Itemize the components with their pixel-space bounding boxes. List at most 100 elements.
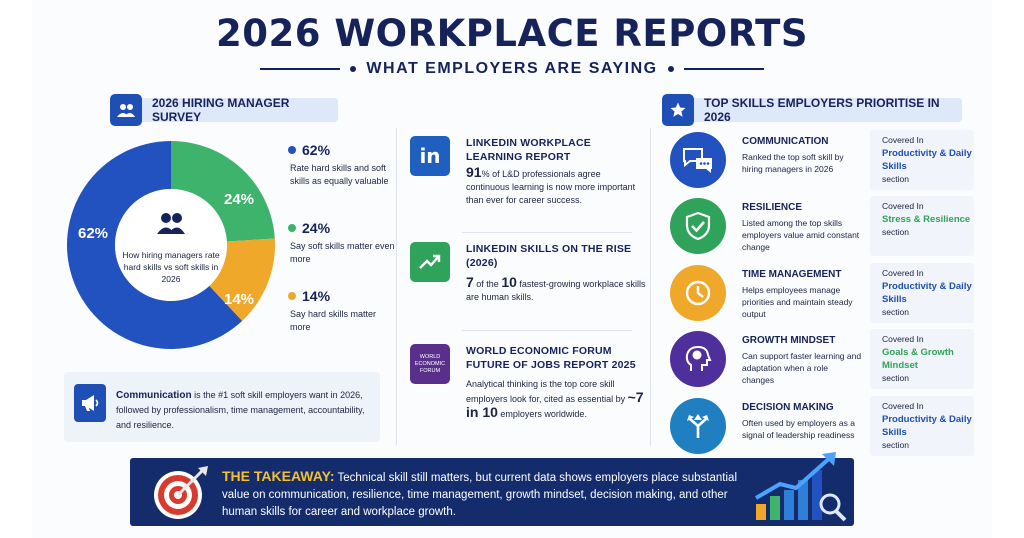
donut-svg	[67, 141, 275, 349]
section-suffix: section	[882, 227, 909, 237]
page-title: 2026 WORKPLACE REPORTS	[216, 12, 808, 55]
communication-note-text: Communication is the #1 soft skill emplo…	[116, 388, 374, 433]
divider	[260, 68, 341, 70]
wef-logo-text: WORLD ECONOMIC FORUM	[414, 353, 446, 374]
chat-bubbles-icon	[670, 132, 726, 188]
skill-name: DECISION MAKING	[742, 402, 834, 413]
skill-decision-making: DECISION MAKING Often used by employers …	[670, 396, 974, 456]
report-wef: WORLD ECONOMIC FORUM WORLD ECONOMIC FORU…	[410, 344, 644, 434]
clock-icon	[670, 265, 726, 321]
skill-name: GROWTH MINDSET	[742, 335, 836, 346]
donut-slice	[209, 238, 275, 321]
divider-dot	[350, 66, 357, 72]
survey-pill-label: 2026 HIRING MANAGER SURVEY	[152, 96, 290, 124]
divider	[462, 330, 632, 331]
legend-bullet	[288, 146, 296, 154]
section-suffix: section	[882, 307, 909, 317]
note-body: is the #1 soft skill employers want in 2…	[116, 390, 365, 430]
skill-section-card: Covered In Stress & Resilience section	[870, 196, 974, 256]
skill-section-card: Covered In Goals & Growth Mindset sectio…	[870, 329, 974, 389]
report-text: employers worldwide.	[497, 409, 587, 419]
report-stat: 7	[466, 274, 474, 290]
growth-chart-icon	[750, 450, 850, 529]
report-text: of the	[473, 279, 502, 289]
skill-name: COMMUNICATION	[742, 136, 829, 147]
report-linkedin-skills: LINKEDIN SKILLS ON THE RISE (2026) 7 of …	[410, 242, 645, 322]
report-stat: 91	[466, 164, 482, 180]
report-title: LINKEDIN WORKPLACE LEARNING REPORT	[466, 137, 591, 163]
report-body: Analytical thinking is the top core skil…	[466, 378, 646, 421]
brain-head-icon	[670, 331, 726, 387]
skill-section-card: Covered In Productivity & Daily Skills s…	[870, 396, 974, 456]
skill-desc: Can support faster learning and adaptati…	[742, 351, 862, 385]
divider	[462, 232, 632, 233]
communication-note: Communication is the #1 soft skill emplo…	[64, 372, 380, 442]
skill-time-management: TIME MANAGEMENT Helps employees manage p…	[670, 263, 974, 323]
linkedin-logo-icon: in	[410, 136, 450, 176]
skill-desc: Often used by employers as a signal of l…	[742, 418, 855, 440]
star-icon	[662, 94, 694, 126]
people-icon	[156, 211, 186, 240]
takeaway-text: THE TAKEAWAY: Technical skill still matt…	[222, 468, 742, 521]
target-icon	[148, 464, 212, 527]
legend-text: Say soft skills matter even more	[290, 241, 395, 264]
covered-label: Covered In	[882, 334, 924, 344]
report-text: % of L&D professionals agree continuous …	[466, 169, 636, 205]
skill-communication: COMMUNICATION Ranked the top soft skill …	[670, 130, 974, 190]
skill-section-card: Covered In Productivity & Daily Skills s…	[870, 130, 974, 190]
donut-center-text: How hiring managers rate hard skills vs …	[122, 250, 220, 284]
infographic: 2026 WORKPLACE REPORTS WHAT EMPLOYERS AR…	[32, 0, 992, 538]
report-body: 7 of the 10 fastest-growing workplace sk…	[466, 274, 646, 304]
column-divider	[396, 128, 397, 446]
report-body: 91% of L&D professionals agree continuou…	[466, 164, 646, 207]
report-title: WORLD ECONOMIC FORUM FUTURE OF JOBS REPO…	[466, 345, 636, 371]
skill-desc: Listed among the top skills employers va…	[742, 218, 860, 252]
slice-label: 62%	[78, 225, 109, 242]
trend-up-icon	[410, 242, 450, 282]
report-text: fastest-growing workplace skills are hum…	[466, 279, 646, 302]
skill-name: RESILIENCE	[742, 202, 803, 213]
section-suffix: section	[882, 174, 909, 184]
skills-pill: TOP SKILLS EMPLOYERS PRIORITISE IN 2026	[662, 94, 962, 126]
donut-slice	[171, 141, 275, 242]
split-arrows-icon	[670, 398, 726, 454]
survey-pill: 2026 HIRING MANAGER SURVEY	[110, 94, 338, 126]
legend-bullet	[288, 224, 296, 232]
divider-dot	[667, 66, 674, 72]
skill-desc: Helps employees manage priorities and ma…	[742, 285, 853, 319]
skill-section-card: Covered In Productivity & Daily Skills s…	[870, 263, 974, 323]
section-name: Productivity & Daily Skills	[882, 148, 972, 172]
report-stat: ~7 in 10	[466, 389, 644, 420]
column-divider	[650, 128, 651, 446]
report-linkedin-learning: in LINKEDIN WORKPLACE LEARNING REPORT 91…	[410, 136, 642, 226]
skill-resilience: RESILIENCE Listed among the top skills e…	[670, 196, 974, 256]
skill-growth-mindset: GROWTH MINDSET Can support faster learni…	[670, 329, 974, 389]
wef-logo-icon: WORLD ECONOMIC FORUM	[410, 344, 450, 384]
slice-label: 24%	[224, 191, 255, 208]
note-bold: Communication	[116, 390, 192, 401]
legend-item: 14% Say hard skills matter more	[288, 288, 398, 334]
takeaway-banner: THE TAKEAWAY: Technical skill still matt…	[130, 452, 854, 527]
report-stat: 10	[501, 274, 517, 290]
donut-slice	[67, 141, 243, 349]
covered-label: Covered In	[882, 268, 924, 278]
report-text: Analytical thinking is the top core skil…	[466, 379, 628, 404]
legend-bullet	[288, 292, 296, 300]
survey-donut-chart: How hiring managers rate hard skills vs …	[66, 133, 276, 358]
people-icon	[110, 94, 142, 126]
legend-text: Say hard skills matter more	[290, 309, 377, 332]
legend-pct: 62%	[302, 142, 331, 158]
skill-desc: Ranked the top soft skill by hiring mana…	[742, 152, 844, 174]
legend-item: 62% Rate hard skills and soft skills as …	[288, 142, 398, 188]
covered-label: Covered In	[882, 201, 924, 211]
slice-label: 14%	[224, 291, 255, 308]
divider	[683, 68, 764, 70]
legend-pct: 24%	[302, 220, 331, 236]
covered-label: Covered In	[882, 135, 924, 145]
megaphone-icon	[74, 384, 106, 422]
section-name: Productivity & Daily Skills	[882, 281, 972, 305]
report-title: LINKEDIN SKILLS ON THE RISE (2026)	[466, 243, 632, 269]
skills-pill-label: TOP SKILLS EMPLOYERS PRIORITISE IN 2026	[704, 96, 940, 124]
legend-text: Rate hard skills and soft skills as equa…	[290, 163, 389, 186]
donut-hole	[115, 189, 227, 301]
